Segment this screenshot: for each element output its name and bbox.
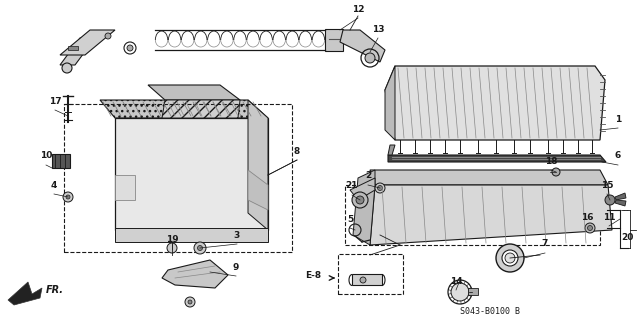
Bar: [68, 46, 78, 50]
Bar: [325, 29, 343, 51]
Text: 15: 15: [601, 181, 613, 189]
Circle shape: [360, 277, 366, 283]
Bar: [64, 104, 292, 252]
Circle shape: [505, 253, 515, 263]
Text: 20: 20: [621, 233, 633, 241]
Circle shape: [352, 192, 368, 208]
Text: 14: 14: [450, 277, 462, 286]
Circle shape: [365, 53, 375, 63]
Circle shape: [552, 168, 560, 176]
Polygon shape: [100, 100, 268, 118]
Circle shape: [66, 195, 70, 199]
Text: 8: 8: [294, 146, 300, 155]
Circle shape: [502, 250, 518, 266]
Text: 7: 7: [542, 240, 548, 249]
Text: 4: 4: [51, 181, 57, 189]
Polygon shape: [370, 170, 608, 185]
Text: 10: 10: [40, 152, 52, 160]
Circle shape: [62, 63, 72, 73]
Text: 12: 12: [352, 4, 364, 13]
Text: 9: 9: [233, 263, 239, 271]
Circle shape: [167, 243, 177, 253]
Text: 11: 11: [603, 212, 615, 221]
Text: 2: 2: [365, 172, 371, 181]
Circle shape: [605, 195, 615, 205]
Circle shape: [127, 45, 133, 51]
Polygon shape: [60, 30, 115, 55]
Circle shape: [198, 246, 202, 250]
Circle shape: [105, 33, 111, 39]
Polygon shape: [115, 118, 268, 230]
Bar: [345, 185, 600, 245]
Text: FR.: FR.: [46, 285, 64, 295]
Circle shape: [585, 223, 595, 233]
Circle shape: [588, 226, 593, 231]
Polygon shape: [162, 100, 240, 118]
Bar: [468, 288, 478, 295]
Polygon shape: [385, 66, 605, 140]
Circle shape: [356, 196, 364, 204]
Circle shape: [375, 183, 385, 193]
Text: S043-B0100 B: S043-B0100 B: [460, 308, 520, 316]
Polygon shape: [340, 30, 385, 62]
Polygon shape: [60, 38, 95, 65]
Circle shape: [451, 283, 469, 301]
Circle shape: [188, 300, 192, 304]
Bar: [338, 254, 403, 294]
Polygon shape: [248, 170, 268, 210]
Polygon shape: [162, 260, 228, 288]
Circle shape: [63, 192, 73, 202]
Text: 1: 1: [615, 115, 621, 123]
Circle shape: [185, 297, 195, 307]
Circle shape: [194, 242, 206, 254]
Polygon shape: [370, 185, 612, 245]
Bar: [352, 274, 382, 285]
Text: 18: 18: [545, 157, 557, 166]
Polygon shape: [385, 66, 395, 140]
Text: 19: 19: [166, 235, 179, 244]
Polygon shape: [615, 200, 626, 206]
Text: 21: 21: [346, 182, 358, 190]
Polygon shape: [615, 193, 626, 200]
Text: 16: 16: [580, 212, 593, 221]
Text: E-8: E-8: [305, 271, 321, 280]
Polygon shape: [388, 145, 395, 155]
Polygon shape: [8, 282, 42, 305]
Circle shape: [378, 186, 383, 190]
Polygon shape: [388, 155, 606, 162]
Text: 6: 6: [615, 152, 621, 160]
Polygon shape: [353, 170, 375, 245]
Circle shape: [496, 244, 524, 272]
Text: 17: 17: [49, 97, 61, 106]
Text: 5: 5: [347, 214, 353, 224]
Polygon shape: [148, 85, 240, 100]
Polygon shape: [115, 228, 268, 242]
Text: 13: 13: [372, 25, 384, 33]
Text: 3: 3: [234, 231, 240, 240]
Polygon shape: [248, 100, 268, 230]
Bar: [52, 154, 70, 168]
Polygon shape: [350, 178, 375, 200]
Polygon shape: [115, 175, 135, 200]
